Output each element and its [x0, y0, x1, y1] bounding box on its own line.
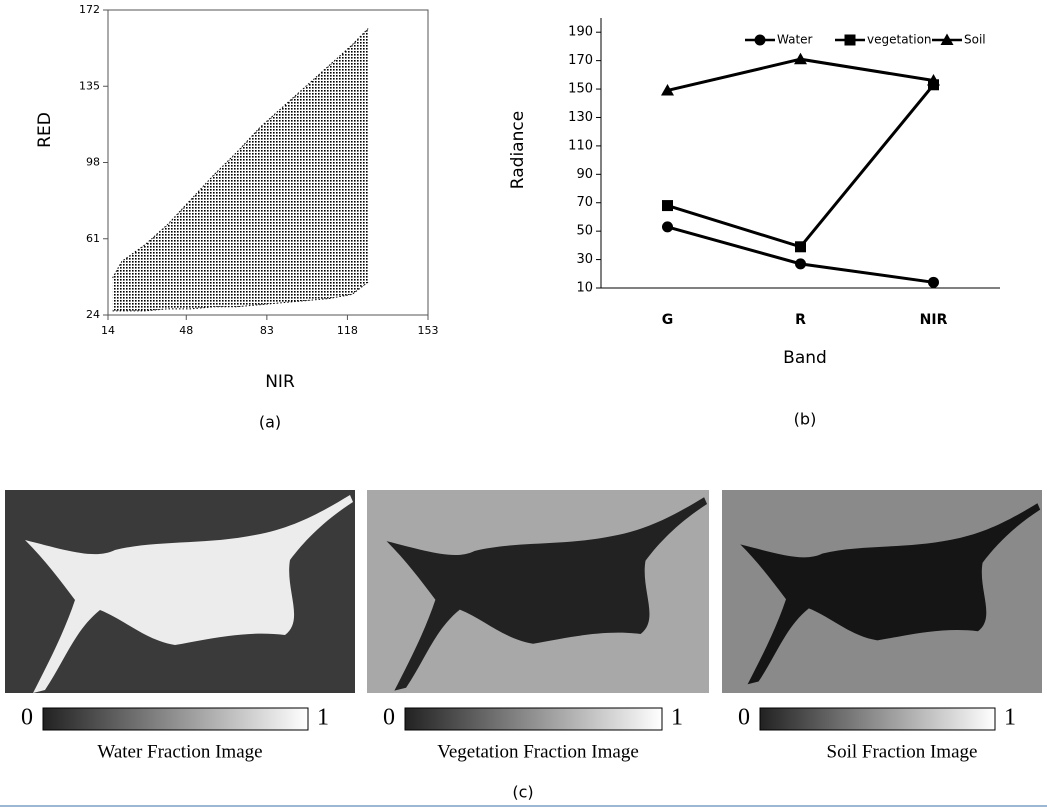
- legend-marker: [754, 34, 766, 46]
- legend-label: Water: [777, 33, 813, 47]
- x-tick-label: 118: [337, 324, 358, 337]
- panel-label: (b): [794, 410, 817, 429]
- y-tick-label: 150: [568, 82, 593, 97]
- x-tick-label: R: [795, 312, 806, 328]
- y-tick-label: 50: [576, 224, 593, 239]
- y-tick-label: 24: [86, 308, 100, 321]
- scale-max: 1: [671, 705, 683, 731]
- data-point: [927, 74, 940, 86]
- data-point: [662, 221, 673, 233]
- data-point: [662, 200, 673, 212]
- x-tick-label: G: [662, 312, 674, 328]
- x-tick-label: 48: [179, 324, 193, 337]
- y-tick-label: 170: [568, 53, 593, 68]
- y-tick-label: 90: [576, 167, 593, 182]
- scale-min: 0: [738, 705, 750, 731]
- legend-label: vegetation: [867, 33, 932, 47]
- scale-max: 1: [317, 705, 329, 731]
- image-caption: Water Fraction Image: [97, 741, 262, 762]
- data-point: [928, 276, 939, 288]
- data-point: [794, 52, 807, 65]
- fraction-images: 0 1 Water Fraction Image 0 1 Vegetation Fract…: [5, 490, 1042, 762]
- y-axis-label: Radiance: [508, 111, 528, 189]
- colorbar: [759, 707, 996, 731]
- y-tick-label: 98: [86, 156, 100, 169]
- panel-label: (a): [259, 413, 281, 432]
- image-caption: Vegetation Fraction Image: [437, 741, 639, 762]
- y-tick-label: 190: [568, 25, 593, 40]
- x-tick-label: 83: [260, 324, 274, 337]
- y-tick-label: 130: [568, 110, 593, 125]
- scale-min: 0: [21, 705, 33, 731]
- data-point: [795, 241, 806, 253]
- y-tick-label: 172: [79, 3, 100, 16]
- y-tick-label: 135: [79, 79, 100, 92]
- y-tick-label: 10: [576, 281, 593, 296]
- x-axis-label: Band: [783, 348, 827, 368]
- data-point: [795, 258, 806, 270]
- x-tick-label: 14: [101, 324, 115, 337]
- x-tick-label: NIR: [920, 312, 948, 328]
- colorbar: [42, 707, 309, 731]
- series-line: [667, 83, 935, 249]
- legend-marker: [844, 34, 856, 46]
- image-caption: Soil Fraction Image: [827, 741, 978, 762]
- scale-max: 1: [1004, 705, 1016, 731]
- point-cloud: [112, 28, 369, 311]
- data-point: [661, 83, 674, 96]
- legend-label: Soil: [964, 33, 986, 47]
- y-axis-label: RED: [35, 112, 55, 148]
- y-tick-label: 30: [576, 252, 593, 267]
- scale-min: 0: [383, 705, 395, 731]
- panel-label: (c): [512, 783, 533, 802]
- colorbar: [404, 707, 663, 731]
- cloud-lower-edge: [112, 281, 369, 312]
- y-tick-label: 61: [86, 232, 100, 245]
- x-tick-label: 153: [418, 324, 439, 337]
- y-tick-label: 70: [576, 195, 593, 210]
- y-tick-label: 110: [568, 138, 593, 153]
- series-line: [667, 225, 934, 284]
- x-axis-label: NIR: [265, 372, 295, 392]
- legend-marker: [940, 33, 954, 45]
